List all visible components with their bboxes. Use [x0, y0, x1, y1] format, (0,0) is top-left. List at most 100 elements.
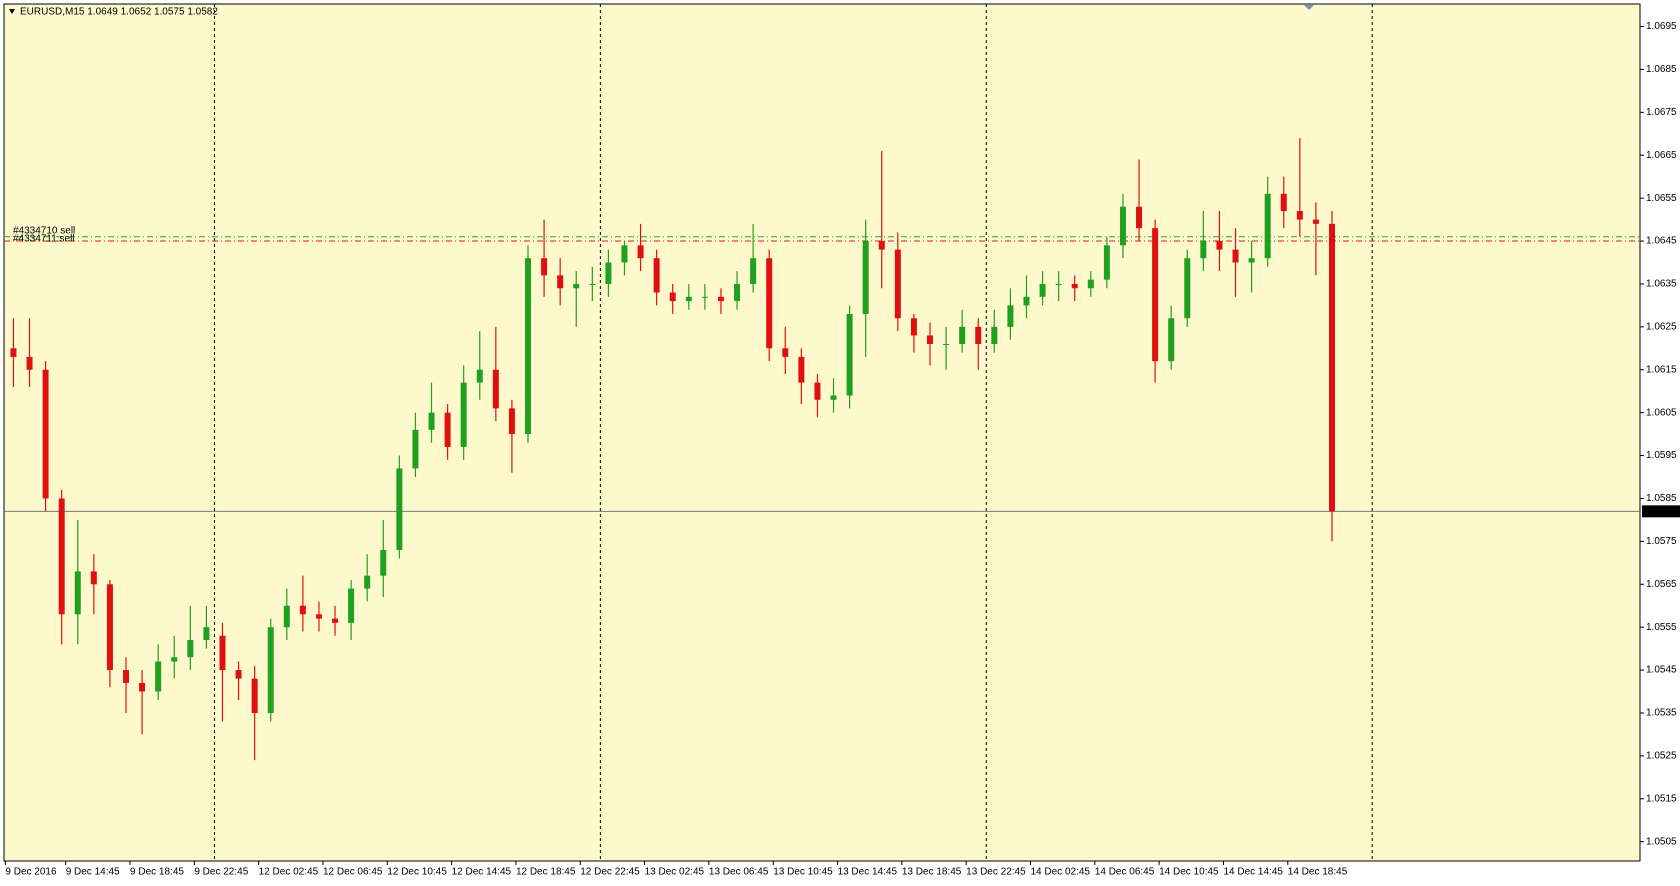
candle-body	[573, 283, 580, 289]
candle-body	[1007, 305, 1014, 327]
x-tick-label: 12 Dec 14:45	[452, 867, 512, 878]
chart-title: EURUSD,M15 1.0649 1.0652 1.0575 1.0582	[20, 7, 218, 18]
candle-body	[348, 588, 355, 623]
x-tick-label: 13 Dec 06:45	[709, 867, 769, 878]
candle-body	[589, 283, 596, 285]
x-tick-label: 13 Dec 22:45	[966, 867, 1026, 878]
candle-body	[557, 275, 564, 289]
candle-body	[734, 283, 741, 302]
candle-body	[26, 356, 33, 370]
bid-label: 1.0582	[1645, 506, 1676, 517]
candle-body	[943, 344, 950, 346]
candle-body	[525, 258, 531, 435]
candle-body	[155, 661, 162, 692]
x-tick-label: 12 Dec 06:45	[323, 867, 383, 878]
candle-body	[428, 412, 435, 430]
candle-body	[637, 245, 644, 259]
candle-body	[1264, 193, 1271, 259]
candle-body	[862, 241, 869, 314]
y-tick-label: 1.0645	[1646, 236, 1677, 247]
candle-body	[927, 335, 933, 345]
y-tick-label: 1.0515	[1646, 793, 1677, 804]
candle-body	[750, 258, 757, 284]
x-tick-label: 13 Dec 14:45	[838, 867, 898, 878]
x-tick-label: 14 Dec 02:45	[1031, 867, 1091, 878]
candle-body	[1184, 258, 1191, 319]
candle-body	[251, 678, 258, 713]
candle-body	[1216, 241, 1223, 250]
candle-body	[58, 498, 65, 615]
candle-body	[10, 348, 17, 357]
candle-body	[380, 549, 387, 576]
x-tick-label: 12 Dec 10:45	[387, 867, 447, 878]
plot-area	[3, 3, 1641, 862]
candle-body	[235, 670, 242, 679]
candle-body	[653, 258, 660, 293]
y-tick-label: 1.0545	[1646, 665, 1677, 676]
candle-body	[975, 326, 982, 345]
y-tick-label: 1.0575	[1646, 536, 1677, 547]
y-tick-label: 1.0555	[1646, 622, 1677, 633]
candle-body	[959, 326, 966, 345]
candle-body	[364, 575, 371, 589]
y-tick-label: 1.0535	[1646, 708, 1677, 719]
candle-body	[396, 468, 403, 550]
candle-body	[444, 412, 451, 447]
candle-body	[830, 395, 837, 400]
candle-body	[878, 241, 885, 250]
candle-body	[1200, 241, 1207, 259]
x-tick-label: 13 Dec 18:45	[902, 867, 962, 878]
candle-body	[814, 382, 821, 400]
x-tick-label: 12 Dec 22:45	[580, 867, 640, 878]
candle-body	[621, 245, 628, 263]
candle-body	[1152, 228, 1159, 362]
candle-body	[219, 635, 226, 671]
x-tick-label: 12 Dec 02:45	[259, 867, 319, 878]
menu-triangle	[9, 9, 15, 14]
x-tick-label: 12 Dec 18:45	[516, 867, 576, 878]
candle-body	[1168, 318, 1175, 362]
candle-body	[299, 605, 306, 615]
y-tick-label: 1.0605	[1646, 407, 1677, 418]
candle-body	[492, 369, 499, 409]
candle-body	[1296, 211, 1303, 220]
candle-body	[171, 657, 178, 662]
y-tick-label: 1.0565	[1646, 579, 1677, 590]
x-tick-label: 9 Dec 2016	[5, 867, 57, 878]
x-tick-label: 14 Dec 10:45	[1159, 867, 1219, 878]
candle-body	[283, 605, 290, 628]
candle-body	[106, 584, 113, 671]
candle-body	[1087, 279, 1094, 289]
candle-body	[894, 249, 901, 319]
candle-body	[1248, 258, 1255, 263]
x-tick-label: 14 Dec 06:45	[1095, 867, 1155, 878]
order-label: #4334710 sell	[13, 225, 75, 236]
y-tick-label: 1.0505	[1646, 836, 1677, 847]
candle-body	[669, 292, 676, 302]
bid-label-box	[1642, 505, 1680, 518]
y-tick-label: 1.0625	[1646, 321, 1677, 332]
candle-body	[991, 326, 998, 345]
y-tick-label: 1.0635	[1646, 279, 1677, 290]
candle-body	[910, 318, 917, 336]
candle-body	[541, 258, 548, 276]
y-tick-label: 1.0585	[1646, 493, 1677, 504]
y-tick-label: 1.0525	[1646, 751, 1677, 762]
candle-body	[685, 296, 692, 302]
candle-body	[123, 670, 129, 683]
candle-body	[766, 258, 773, 349]
candle-body	[187, 640, 194, 658]
shift-marker	[1304, 5, 1314, 10]
candle-body	[782, 348, 789, 357]
candle-body	[717, 296, 724, 302]
candle-body	[1119, 206, 1126, 246]
candle-body	[1071, 283, 1078, 289]
candle-body	[846, 313, 853, 396]
x-tick-label: 9 Dec 22:45	[194, 867, 248, 878]
x-tick-label: 9 Dec 18:45	[130, 867, 184, 878]
x-tick-label: 9 Dec 14:45	[66, 867, 120, 878]
candle-body	[1312, 219, 1319, 224]
y-tick-label: 1.0655	[1646, 193, 1677, 204]
